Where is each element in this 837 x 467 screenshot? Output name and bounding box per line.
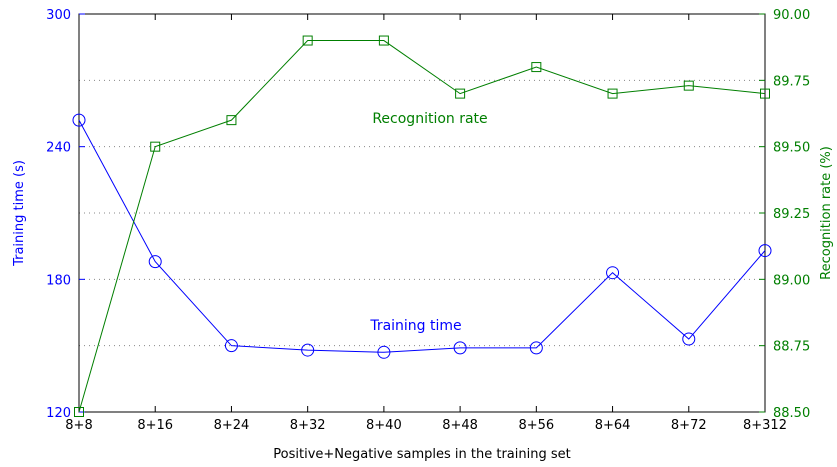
training-time-annotation: Training time xyxy=(369,318,461,334)
x-tick-label: 8+24 xyxy=(214,418,250,433)
x-tick-label: 8+312 xyxy=(743,418,787,433)
recognition-rate-point xyxy=(302,35,313,46)
training-time-line xyxy=(78,119,766,353)
recognition-rate-point xyxy=(683,80,694,91)
training-time-point xyxy=(529,341,543,355)
training-time-point xyxy=(682,332,696,346)
recognition-rate-annotation: Recognition rate xyxy=(372,111,487,127)
training-time-point xyxy=(72,113,86,127)
x-axis-title: Positive+Negative samples in the trainin… xyxy=(273,447,570,462)
right-tick-label: 89.25 xyxy=(773,207,810,222)
right-tick-label: 89.75 xyxy=(773,74,810,89)
left-tick-label: 120 xyxy=(46,406,71,421)
plot-frame xyxy=(78,13,766,413)
right-y-axis: 88.50 88.75 89.00 89.25 89.50 89.75 90.00 xyxy=(759,8,810,421)
recognition-rate-point xyxy=(760,88,770,99)
x-tick-label: 8+32 xyxy=(290,418,326,433)
recognition-rate-point xyxy=(150,141,161,152)
recognition-rate-point xyxy=(455,88,466,99)
series xyxy=(72,35,772,417)
left-tick-label: 300 xyxy=(46,8,71,23)
left-axis-title: Training time (s) xyxy=(12,160,27,267)
x-tick-label: 8+72 xyxy=(671,418,707,433)
x-tick-label: 8+56 xyxy=(518,418,554,433)
training-time-point xyxy=(377,345,391,359)
training-time-point xyxy=(606,266,620,280)
recognition-rate-point xyxy=(607,88,618,99)
right-axis-title: Recognition rate (%) xyxy=(819,146,834,280)
right-tick-label: 89.00 xyxy=(773,273,810,288)
right-tick-label: 89.50 xyxy=(773,141,810,156)
recognition-rate-point xyxy=(531,62,542,73)
x-tick-label: 8+16 xyxy=(137,418,173,433)
x-tick-label: 8+48 xyxy=(442,418,478,433)
right-tick-label: 88.75 xyxy=(773,340,810,355)
x-axis: 8+8 8+16 8+24 8+32 8+40 8+48 8+56 8+64 8+72 8+312 xyxy=(65,14,787,433)
training-time-point xyxy=(224,339,238,353)
x-tick-label: 8+40 xyxy=(366,418,402,433)
right-tick-label: 90.00 xyxy=(773,8,810,23)
training-time-point xyxy=(758,244,772,258)
recognition-rate-point xyxy=(226,115,237,126)
x-tick-label: 8+8 xyxy=(65,418,92,433)
x-tick-label: 8+64 xyxy=(595,418,631,433)
training-time-point xyxy=(453,341,467,355)
left-tick-label: 240 xyxy=(46,141,71,156)
recognition-rate-point xyxy=(378,35,389,46)
recognition-rate-point xyxy=(74,407,84,417)
training-time-point xyxy=(301,343,315,357)
training-time-point xyxy=(148,255,162,269)
left-tick-label: 180 xyxy=(46,273,71,288)
left-y-axis: 120 180 240 300 xyxy=(46,8,85,421)
right-tick-label: 88.50 xyxy=(773,406,810,421)
recognition-rate-line xyxy=(78,40,766,413)
